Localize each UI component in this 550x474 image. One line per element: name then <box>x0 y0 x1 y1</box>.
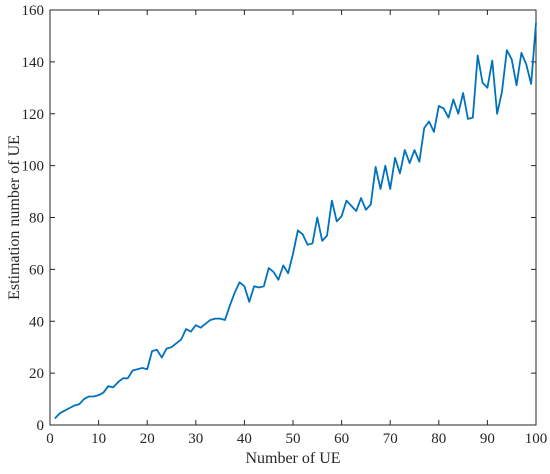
x-tick-label: 50 <box>286 431 301 447</box>
x-tick-label: 100 <box>525 431 548 447</box>
y-tick-label: 140 <box>22 55 45 71</box>
y-axis-label: Estimation number of UE <box>6 135 23 300</box>
y-tick-label: 120 <box>22 107 45 123</box>
y-tick-label: 0 <box>37 418 45 434</box>
x-tick-label: 20 <box>140 431 155 447</box>
x-tick-label: 90 <box>480 431 495 447</box>
x-tick-label: 80 <box>431 431 446 447</box>
x-tick-label: 70 <box>383 431 398 447</box>
y-tick-label: 160 <box>22 3 45 19</box>
x-tick-label: 0 <box>46 431 54 447</box>
y-tick-label: 20 <box>29 366 44 382</box>
y-tick-label: 80 <box>29 211 44 227</box>
y-tick-label: 60 <box>29 262 44 278</box>
x-axis-label: Number of UE <box>245 450 340 467</box>
axes-box <box>49 9 537 426</box>
x-tick-label: 60 <box>334 431 349 447</box>
series-line <box>54 22 537 420</box>
x-tick-label: 40 <box>237 431 252 447</box>
y-tick-label: 40 <box>29 314 44 330</box>
y-tick-label: 100 <box>22 159 45 175</box>
x-tick-label: 30 <box>188 431 203 447</box>
plot-area: 0 10 20 30 40 50 60 70 80 90 100 0 20 40 60 80 100 120 140… <box>22 3 548 447</box>
x-tick-label: 10 <box>91 431 106 447</box>
